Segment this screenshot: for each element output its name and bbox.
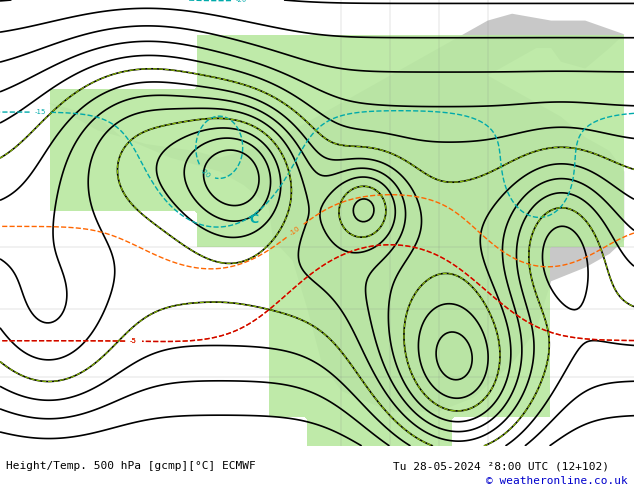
Text: -10: -10 <box>288 225 302 237</box>
Text: © weatheronline.co.uk: © weatheronline.co.uk <box>486 476 628 486</box>
Text: -20: -20 <box>236 0 247 3</box>
Text: -15: -15 <box>35 109 46 115</box>
Text: -20: -20 <box>200 167 212 179</box>
Text: Height/Temp. 500 hPa [gcmp][°C] ECMWF: Height/Temp. 500 hPa [gcmp][°C] ECMWF <box>6 462 256 471</box>
Text: Tu 28-05-2024 ²8:00 UTC (12+102): Tu 28-05-2024 ²8:00 UTC (12+102) <box>393 462 609 471</box>
Text: C: C <box>249 213 258 226</box>
Text: -5: -5 <box>130 338 137 344</box>
Text: -5: -5 <box>130 338 137 344</box>
Polygon shape <box>0 14 624 412</box>
